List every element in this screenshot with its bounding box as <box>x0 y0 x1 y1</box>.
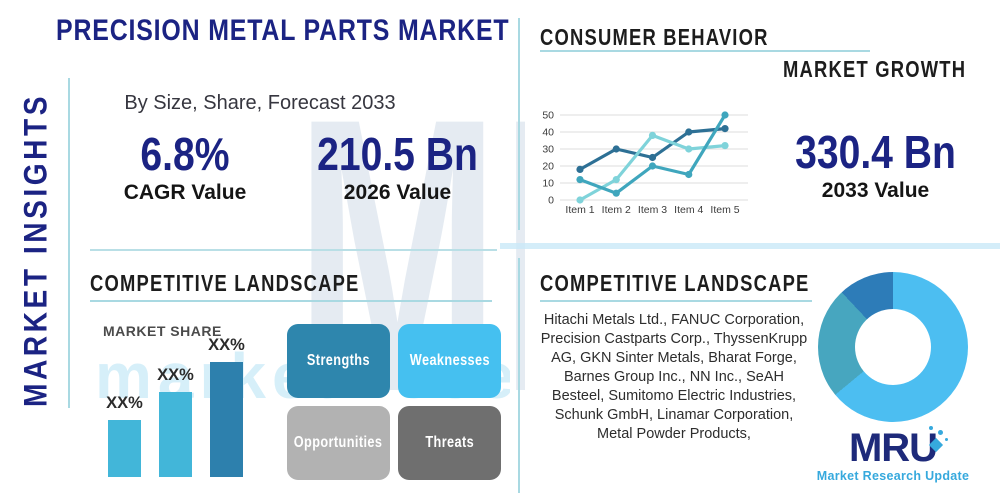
competitive-landscape-right-heading: COMPETITIVE LANDSCAPE <box>540 270 810 296</box>
market-share-label: MARKET SHARE <box>103 323 222 339</box>
stat-2026: 210.5 Bn 2026 Value <box>300 130 495 205</box>
stat-2033: 330.4 Bn 2033 Value <box>778 128 973 203</box>
competitive-landscape-left-heading: COMPETITIVE LANDSCAPE <box>90 270 360 296</box>
svg-text:Item 4: Item 4 <box>674 204 703 216</box>
bar-value-label: XX% <box>208 336 245 354</box>
value-2033-label: 2033 Value <box>821 179 930 203</box>
swot-grid: Strengths Weaknesses Opportunities Threats <box>287 324 501 480</box>
cagr-value: 6.8% <box>140 128 230 180</box>
donut-chart <box>818 272 968 422</box>
value-2033: 330.4 Bn <box>795 126 956 178</box>
bar <box>159 392 192 477</box>
bar <box>108 420 141 477</box>
sidebar-divider-line <box>68 78 70 408</box>
sidebar-label: MARKET INSIGHTS <box>17 92 54 408</box>
watermark-band <box>500 243 1000 249</box>
mru-logo: MRU Market Research Update <box>805 426 981 483</box>
mru-logo-text: MRU <box>848 426 949 470</box>
swot-box-label: Opportunities <box>294 434 383 451</box>
value-2026: 210.5 Bn <box>317 128 478 180</box>
top-right-section-divider <box>518 18 520 230</box>
competitive-landscape-left-underline <box>90 300 492 302</box>
consumer-behavior-heading: CONSUMER BEHAVIOR <box>540 24 769 50</box>
consumer-behavior-underline <box>540 50 870 52</box>
bar-value-label: XX% <box>157 366 194 384</box>
svg-text:10: 10 <box>542 178 554 190</box>
svg-text:Item 1: Item 1 <box>565 204 594 216</box>
mru-logo-tagline: Market Research Update <box>816 469 970 483</box>
bar-item: XX% <box>106 394 143 477</box>
line-chart: 0 10 20 30 40 50 Item 1 Item 2 Item 3 Item 4 Item … <box>542 110 748 216</box>
svg-text:30: 30 <box>542 144 554 156</box>
cagr-label: CAGR Value <box>123 181 247 205</box>
stat-cagr: 6.8% CAGR Value <box>105 130 265 205</box>
svg-text:40: 40 <box>542 127 554 139</box>
swot-box-opportunities: Opportunities <box>287 406 390 480</box>
competitive-landscape-right-underline <box>540 300 812 302</box>
svg-text:0: 0 <box>548 195 554 207</box>
page-title: PRECISION METAL PARTS MARKET <box>56 14 510 47</box>
svg-text:50: 50 <box>542 110 554 122</box>
donut-hole <box>855 309 931 385</box>
swot-box-label: Threats <box>425 434 474 451</box>
bar-value-label: XX% <box>106 394 143 412</box>
svg-text:Item 5: Item 5 <box>710 204 739 216</box>
bar <box>210 362 243 477</box>
swot-box-label: Strengths <box>306 352 371 369</box>
swot-box-weaknesses: Weaknesses <box>398 324 501 398</box>
bar-item: XX% <box>208 336 245 477</box>
mru-logo-letters: MRU <box>848 426 938 470</box>
swot-box-label: Weaknesses <box>409 352 490 369</box>
svg-text:Item 3: Item 3 <box>638 204 667 216</box>
swot-box-threats: Threats <box>398 406 501 480</box>
svg-text:Item 2: Item 2 <box>602 204 631 216</box>
left-section-divider <box>90 249 497 251</box>
bottom-right-section-divider <box>518 258 520 493</box>
swot-box-strengths: Strengths <box>287 324 390 398</box>
subtitle: By Size, Share, Forecast 2033 <box>124 92 396 114</box>
bar-item: XX% <box>157 366 194 477</box>
value-2026-label: 2026 Value <box>343 181 452 205</box>
bar-chart: XX% XX% XX% <box>106 330 245 477</box>
svg-text:20: 20 <box>542 161 554 173</box>
market-growth-heading: MARKET GROWTH <box>783 56 967 82</box>
companies-list: Hitachi Metals Ltd., FANUC Corporation, … <box>540 312 808 442</box>
